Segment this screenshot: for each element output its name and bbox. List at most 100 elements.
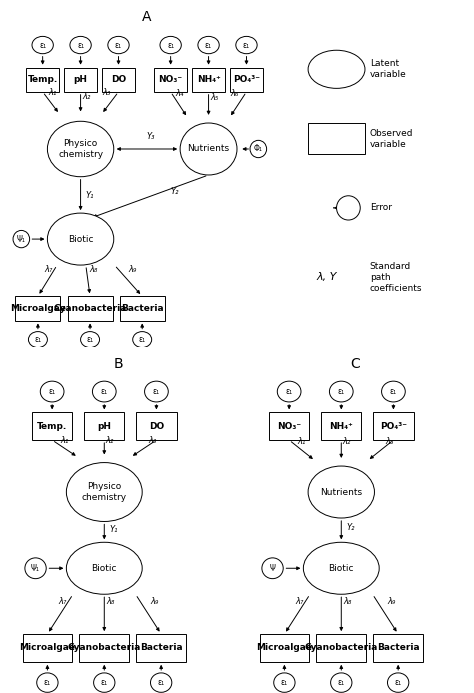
Text: λ₄: λ₄ (175, 89, 184, 98)
Text: Biotic: Biotic (91, 564, 117, 572)
Text: λ₁: λ₁ (48, 88, 57, 97)
Text: Microalgae: Microalgae (256, 644, 312, 652)
Text: pH: pH (73, 76, 88, 84)
Text: Bacteria: Bacteria (140, 644, 182, 652)
Text: λ₁: λ₁ (298, 437, 306, 446)
Ellipse shape (236, 37, 257, 54)
Text: ε₁: ε₁ (394, 678, 402, 687)
Ellipse shape (262, 558, 283, 579)
Text: Latent
variable: Latent variable (370, 59, 407, 80)
FancyBboxPatch shape (154, 68, 187, 91)
FancyBboxPatch shape (321, 412, 361, 440)
Ellipse shape (133, 332, 152, 347)
Text: Biotic: Biotic (328, 564, 354, 572)
Ellipse shape (329, 381, 353, 402)
Text: ε₁: ε₁ (86, 335, 94, 344)
Ellipse shape (13, 230, 29, 248)
Text: Observed
variable: Observed variable (370, 128, 413, 149)
Text: λ₈: λ₈ (90, 265, 98, 274)
Text: Y₁: Y₁ (85, 191, 94, 200)
FancyBboxPatch shape (316, 634, 366, 662)
FancyBboxPatch shape (119, 297, 165, 320)
FancyBboxPatch shape (64, 68, 97, 91)
Text: C: C (351, 357, 360, 371)
Text: ε₁: ε₁ (34, 335, 42, 344)
Text: Microalgae: Microalgae (10, 304, 66, 313)
Text: Y₂: Y₂ (171, 187, 179, 196)
Text: ε₁: ε₁ (39, 41, 46, 49)
Text: Biotic: Biotic (68, 235, 93, 243)
Text: ε₁: ε₁ (205, 41, 212, 49)
Text: ε₁: ε₁ (157, 678, 165, 687)
FancyBboxPatch shape (230, 68, 263, 91)
Text: Φ₁: Φ₁ (254, 145, 263, 153)
Ellipse shape (151, 673, 172, 692)
Text: Bacteria: Bacteria (121, 304, 164, 313)
Text: ε₁: ε₁ (167, 41, 174, 49)
Ellipse shape (66, 463, 142, 522)
FancyBboxPatch shape (373, 634, 423, 662)
Text: ε₁: ε₁ (390, 387, 397, 396)
Text: λ₃: λ₃ (148, 436, 156, 445)
FancyBboxPatch shape (259, 634, 309, 662)
Text: Nutrients: Nutrients (320, 488, 362, 496)
FancyBboxPatch shape (137, 412, 176, 440)
FancyBboxPatch shape (80, 634, 129, 662)
Text: Temp.: Temp. (27, 76, 58, 84)
Text: λ₉: λ₉ (128, 265, 137, 274)
FancyBboxPatch shape (26, 68, 59, 91)
Ellipse shape (330, 673, 352, 692)
Text: λ₇: λ₇ (44, 265, 53, 274)
FancyBboxPatch shape (15, 297, 61, 320)
Text: ε₁: ε₁ (138, 335, 146, 344)
Text: λ₂: λ₂ (343, 437, 351, 446)
FancyBboxPatch shape (84, 412, 124, 440)
Text: Y₂: Y₂ (347, 523, 356, 532)
Ellipse shape (382, 381, 405, 402)
Text: B: B (114, 357, 123, 371)
Text: ε₁: ε₁ (115, 41, 122, 49)
Ellipse shape (47, 213, 114, 265)
Text: Physico
chemistry: Physico chemistry (58, 139, 103, 159)
Text: Cyanobacteria: Cyanobacteria (54, 304, 127, 313)
Text: λ₂: λ₂ (82, 91, 91, 100)
Text: Nutrients: Nutrients (188, 145, 229, 153)
Text: λ₁: λ₁ (61, 436, 69, 445)
Text: PO₄³⁻: PO₄³⁻ (380, 422, 407, 430)
Text: λ₉: λ₉ (150, 597, 159, 606)
Text: ε₁: ε₁ (285, 387, 293, 396)
Text: ε₁: ε₁ (337, 678, 345, 687)
Text: Y₃: Y₃ (147, 132, 155, 141)
Ellipse shape (25, 558, 46, 579)
Text: λ₃: λ₃ (385, 437, 393, 446)
Text: Physico
chemistry: Physico chemistry (82, 482, 127, 502)
Text: NO₃⁻: NO₃⁻ (159, 76, 182, 84)
Text: λ₇: λ₇ (58, 597, 66, 606)
Ellipse shape (308, 50, 365, 88)
Text: Ψ₁: Ψ₁ (31, 564, 40, 572)
Text: NH₄⁺: NH₄⁺ (197, 76, 220, 84)
Text: λ₉: λ₉ (387, 597, 396, 606)
Text: λ₈: λ₈ (107, 597, 115, 606)
Text: NO₃⁻: NO₃⁻ (277, 422, 301, 430)
Ellipse shape (303, 542, 379, 595)
Text: λ₈: λ₈ (344, 597, 352, 606)
Text: ε₁: ε₁ (44, 678, 51, 687)
FancyBboxPatch shape (373, 412, 413, 440)
Ellipse shape (180, 123, 237, 175)
Ellipse shape (93, 673, 115, 692)
Ellipse shape (250, 140, 266, 158)
Text: ε₁: ε₁ (153, 387, 160, 396)
Text: Cyanobacteria: Cyanobacteria (305, 644, 378, 652)
Text: Microalgae: Microalgae (19, 644, 75, 652)
Ellipse shape (32, 37, 53, 54)
FancyBboxPatch shape (67, 297, 113, 320)
Ellipse shape (337, 195, 360, 220)
Text: ε₁: ε₁ (337, 387, 345, 396)
Text: λ, Υ: λ, Υ (317, 272, 337, 282)
Text: Standard
path
coefficients: Standard path coefficients (370, 261, 422, 293)
Text: Cyanobacteria: Cyanobacteria (68, 644, 141, 652)
Ellipse shape (145, 381, 168, 402)
Text: NH₄⁺: NH₄⁺ (329, 422, 353, 430)
Ellipse shape (277, 381, 301, 402)
